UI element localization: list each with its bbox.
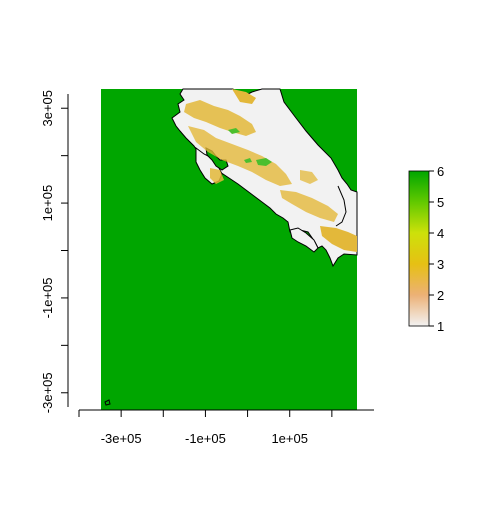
y-tick-label: 3e+05: [40, 90, 55, 127]
y-axis-ticks: [61, 108, 68, 393]
x-axis-ticks: [79, 410, 332, 417]
x-tick-label: -1e+05: [185, 431, 226, 446]
y-tick-label: -3e+05: [40, 372, 55, 413]
raster-map: [101, 89, 357, 410]
legend-colorbar: [409, 171, 429, 326]
x-tick-label: 1e+05: [271, 431, 308, 446]
y-axis: -3e+05 -1e+05 1e+05 3e+05: [40, 90, 68, 413]
x-axis: -3e+05 -1e+05 1e+05: [79, 410, 374, 446]
legend-ticks: [429, 171, 434, 326]
x-axis-tick-labels: -3e+05 -1e+05 1e+05: [101, 431, 308, 446]
y-tick-label: -1e+05: [40, 278, 55, 319]
legend: 1 2 3 4 5 6: [409, 164, 444, 334]
legend-label: 2: [437, 288, 444, 303]
legend-label: 1: [437, 319, 444, 334]
legend-label: 5: [437, 195, 444, 210]
legend-label: 6: [437, 164, 444, 179]
legend-labels: 1 2 3 4 5 6: [437, 164, 444, 334]
y-tick-label: 1e+05: [40, 185, 55, 222]
y-axis-tick-labels: -3e+05 -1e+05 1e+05 3e+05: [40, 90, 55, 413]
legend-label: 3: [437, 257, 444, 272]
legend-label: 4: [437, 226, 444, 241]
x-tick-label: -3e+05: [101, 431, 142, 446]
